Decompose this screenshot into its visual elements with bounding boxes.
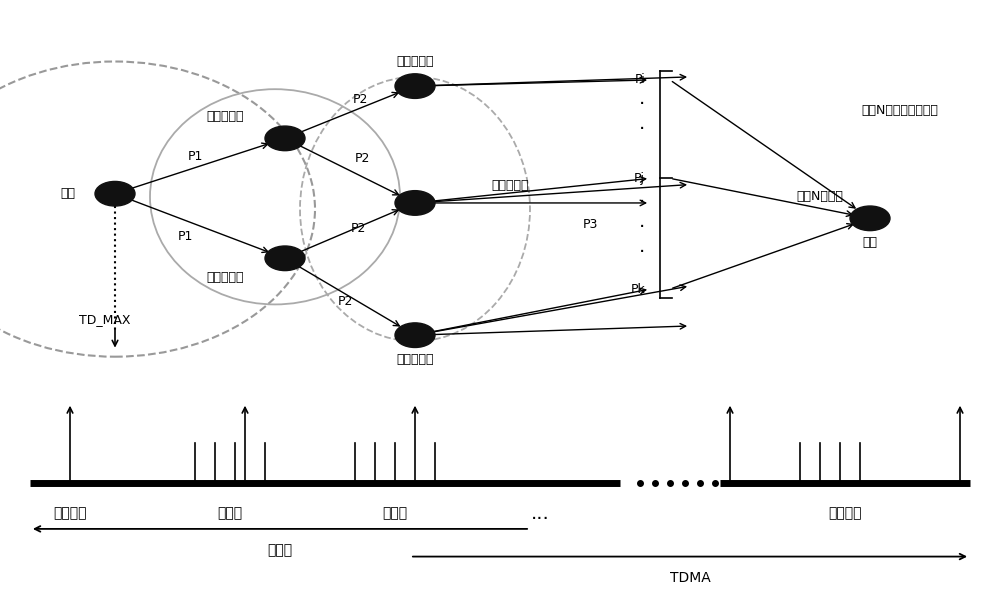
Text: 最后一轮: 最后一轮 <box>828 507 862 520</box>
Text: 基站: 基站 <box>60 187 76 200</box>
Text: 收到N个消息: 收到N个消息 <box>797 190 843 204</box>
Text: 时间戳: 时间戳 <box>267 544 293 557</box>
Circle shape <box>265 246 305 271</box>
Text: 第二轮完成: 第二轮完成 <box>396 353 434 367</box>
Text: 第一轮完成: 第一轮完成 <box>206 110 244 124</box>
Circle shape <box>395 323 435 347</box>
Text: P3: P3 <box>582 218 598 231</box>
Circle shape <box>395 74 435 98</box>
Text: 第一轮: 第一轮 <box>217 507 243 520</box>
Text: P2: P2 <box>350 222 366 236</box>
Text: ·: · <box>639 194 645 212</box>
Text: ·: · <box>639 95 645 114</box>
Text: 准备阶段: 准备阶段 <box>53 507 87 520</box>
Circle shape <box>395 191 435 215</box>
Text: TDMA: TDMA <box>670 571 710 585</box>
Circle shape <box>850 206 890 231</box>
Text: 拥有N个上级列表成员: 拥有N个上级列表成员 <box>862 104 938 117</box>
Text: P1: P1 <box>187 149 203 163</box>
Text: Pi: Pi <box>634 73 645 87</box>
Text: 完成: 完成 <box>862 236 878 249</box>
Text: 第一轮完成: 第一轮完成 <box>206 271 244 285</box>
Text: TD_MAX: TD_MAX <box>79 313 131 327</box>
Text: ...: ... <box>531 504 549 523</box>
Text: 第二轮完成: 第二轮完成 <box>491 179 529 192</box>
Text: P1: P1 <box>177 230 193 244</box>
Text: P2: P2 <box>352 93 368 106</box>
Circle shape <box>265 126 305 151</box>
Text: Pj: Pj <box>634 172 645 185</box>
Circle shape <box>95 181 135 206</box>
Text: ·: · <box>639 120 645 138</box>
Text: 第二轮完成: 第二轮完成 <box>396 55 434 68</box>
Text: P2: P2 <box>337 295 353 308</box>
Text: ·: · <box>639 243 645 261</box>
Text: P2: P2 <box>354 152 370 165</box>
Text: ·: · <box>639 218 645 237</box>
Text: 第二轮: 第二轮 <box>382 507 408 520</box>
Text: Pk: Pk <box>630 282 645 296</box>
